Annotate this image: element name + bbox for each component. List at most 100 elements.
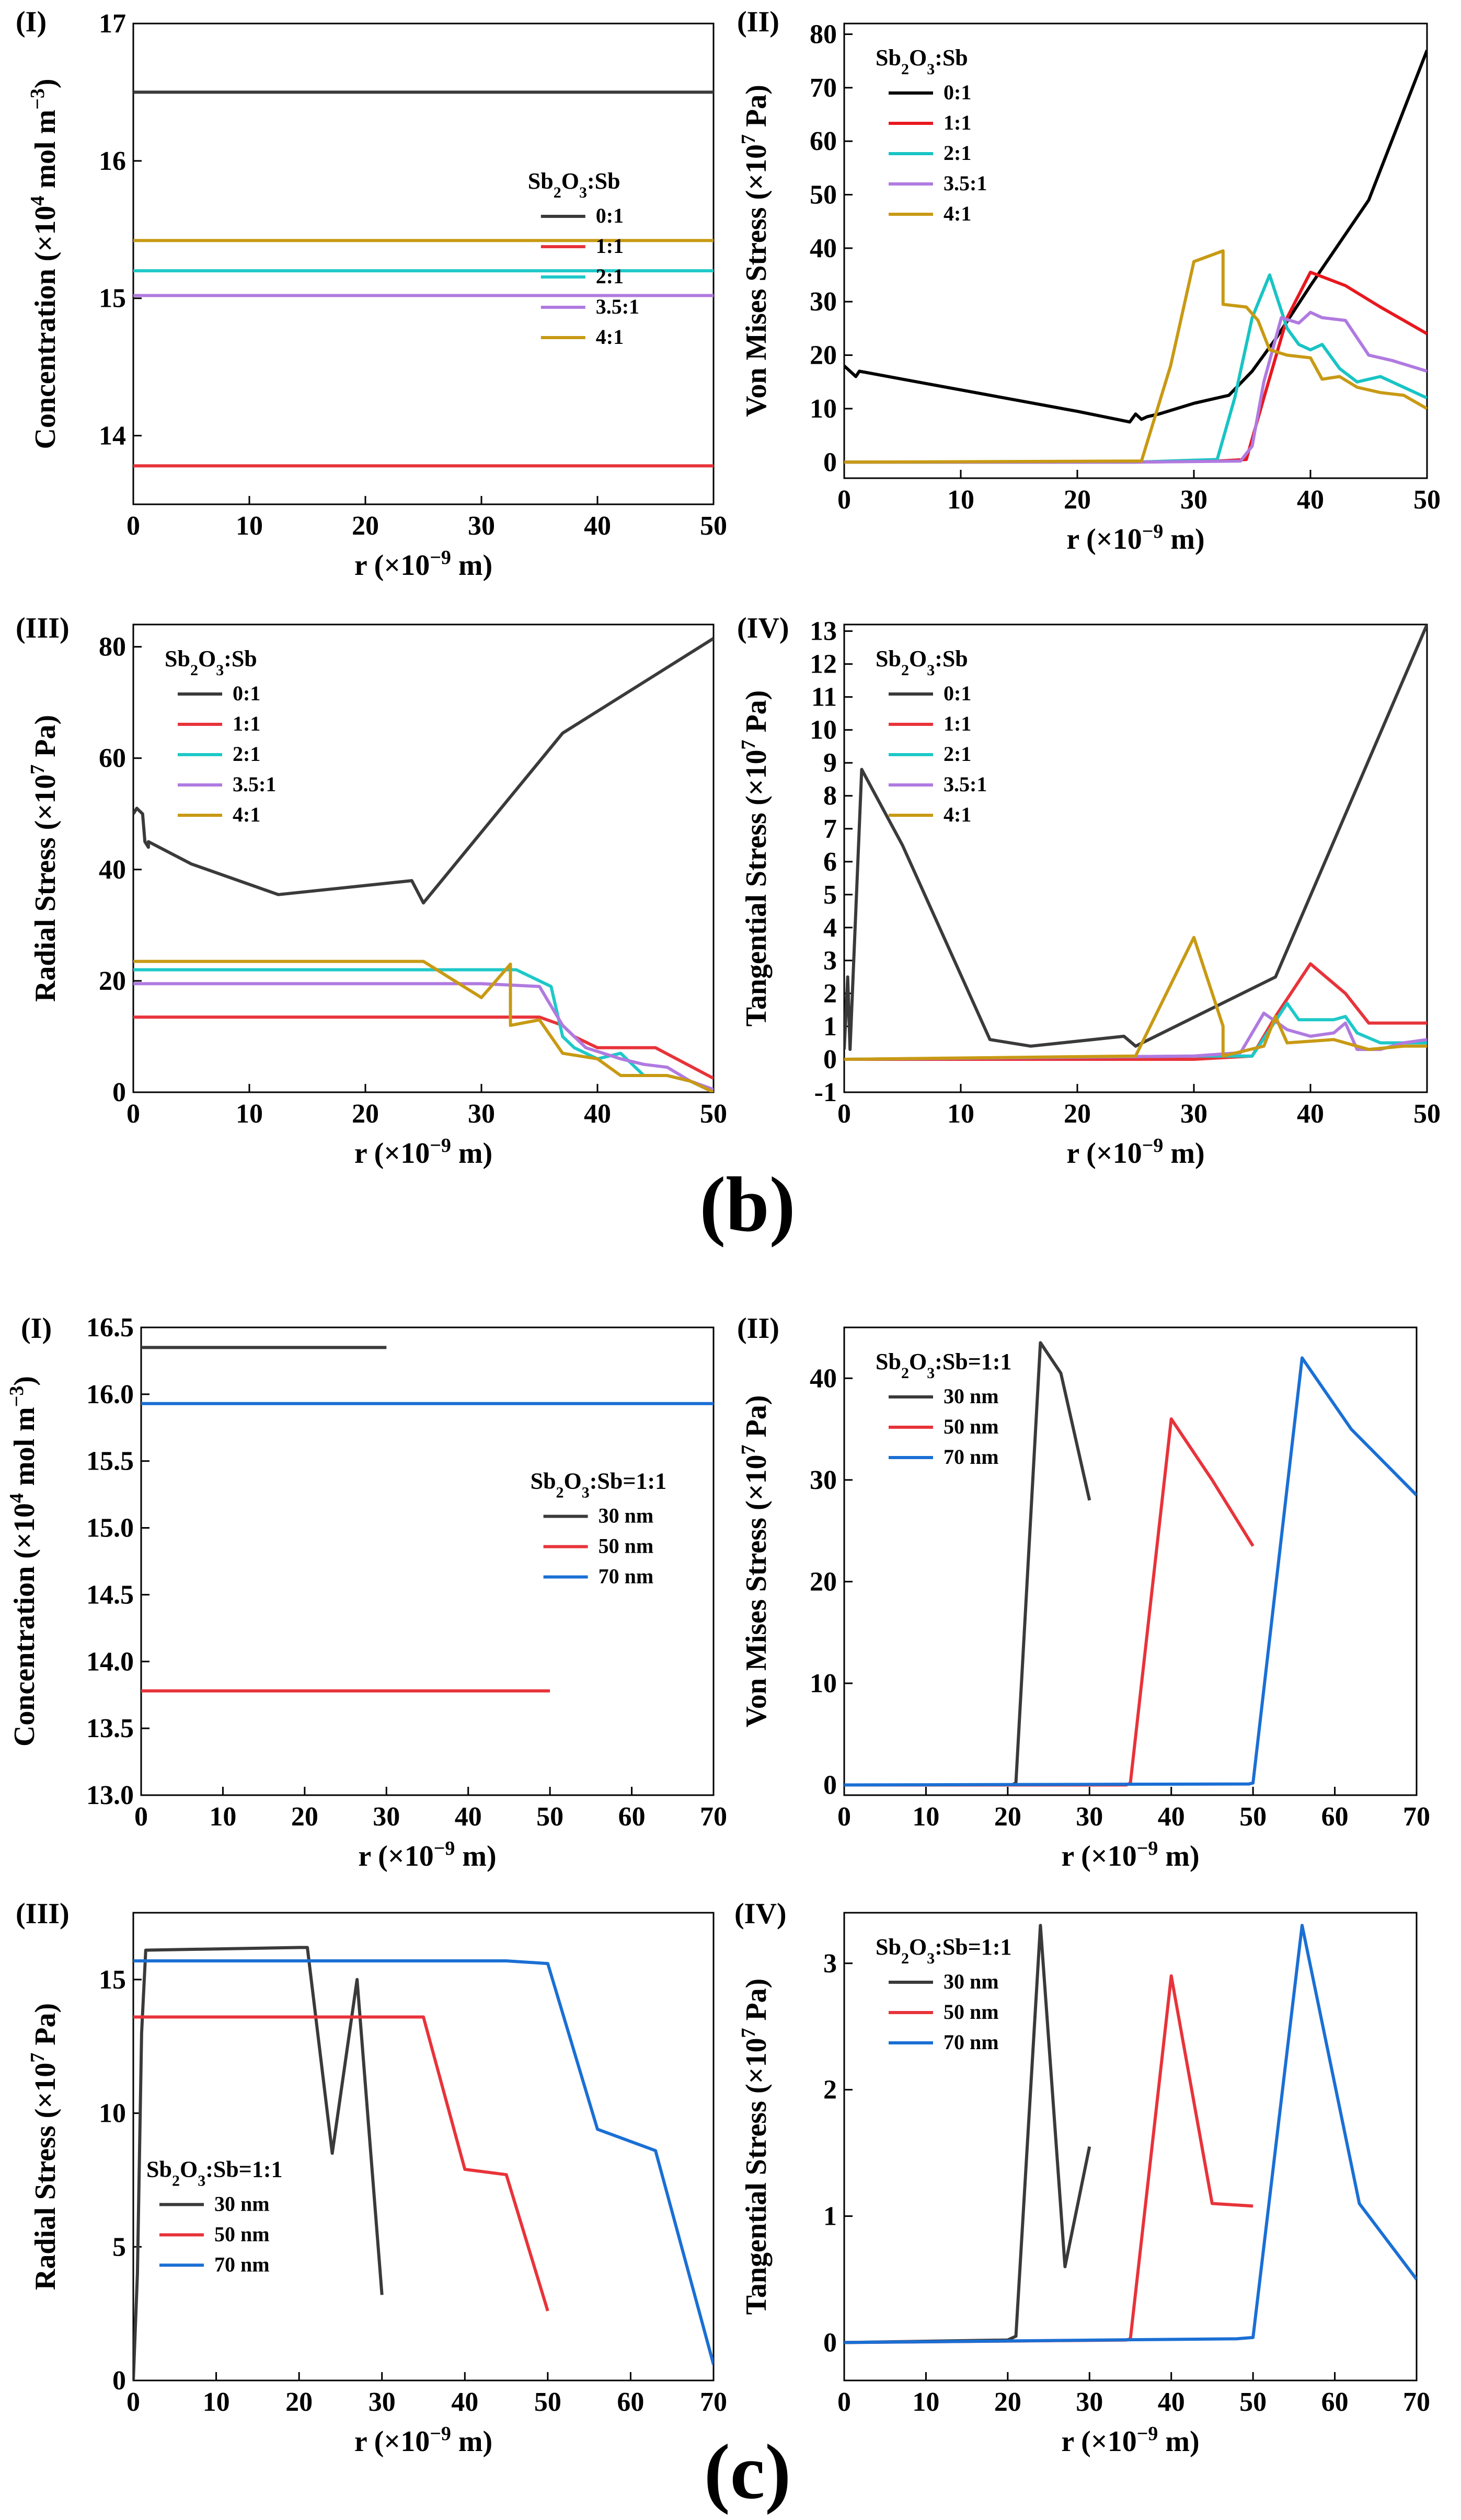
legend-entry: 3.5:1	[944, 772, 987, 796]
y-tick-label: 20	[810, 1567, 837, 1597]
x-tick-label: 30	[1180, 1099, 1207, 1129]
legend-title: Sb2O3:Sb	[528, 168, 620, 201]
x-axis-label: r (×10−9 m)	[354, 1135, 492, 1170]
legend-title: Sb2O3:Sb	[165, 646, 257, 679]
legend-entry: 2:1	[944, 742, 971, 766]
y-tick-label: 4	[823, 913, 837, 943]
y-tick-label: -1	[814, 1078, 837, 1107]
legend-entry: 2:1	[233, 742, 260, 766]
series-line-4-1	[844, 935, 1427, 1061]
x-tick-label: 40	[584, 1099, 611, 1129]
y-tick-label: 40	[99, 855, 126, 885]
y-tick-label: 0	[823, 2328, 837, 2357]
y-tick-label: 15.5	[86, 1447, 134, 1476]
x-tick-label: 60	[1321, 1802, 1349, 1832]
legend-entry: 70 nm	[944, 2030, 999, 2054]
x-axis-label: r (×10−9 m)	[1066, 521, 1204, 556]
y-tick-label: 13.0	[86, 1781, 134, 1810]
x-tick-label: 40	[1158, 2387, 1185, 2417]
series-line-0-1	[844, 50, 1427, 424]
series-line-50-nm	[844, 1417, 1255, 1787]
y-tick-label: 11	[811, 683, 837, 712]
y-tick-label: 16	[99, 146, 126, 176]
y-tick-label: 2	[823, 2075, 837, 2105]
x-tick-label: 50	[700, 511, 727, 541]
panel-label: (II)	[737, 6, 779, 38]
legend-entry: 30 nm	[214, 2192, 270, 2215]
x-tick-label: 30	[1180, 485, 1207, 515]
x-tick-label: 20	[285, 2387, 313, 2417]
x-tick-label: 50	[700, 1099, 727, 1129]
x-tick-label: 50	[1413, 485, 1441, 515]
x-tick-label: 0	[126, 511, 140, 541]
y-axis-label: Concentration (×104 mol m−3)	[6, 1376, 41, 1747]
x-axis-label: r (×10−9 m)	[1061, 2423, 1199, 2458]
x-tick-label: 30	[1076, 2387, 1103, 2417]
legend-entry: 3.5:1	[944, 171, 987, 195]
x-tick-label: 60	[617, 2387, 644, 2417]
series-line-30-nm	[133, 1946, 384, 2380]
x-tick-label: 20	[352, 511, 379, 541]
plot-frame	[843, 22, 1428, 479]
x-tick-label: 0	[126, 2387, 140, 2417]
legend-entry: 70 nm	[944, 1445, 999, 1469]
legend-entry: 0:1	[233, 681, 260, 705]
x-tick-label: 20	[1064, 485, 1091, 515]
x-tick-label: 40	[1297, 1099, 1324, 1129]
x-tick-label: 40	[451, 2387, 478, 2417]
x-tick-label: 40	[1158, 1802, 1185, 1832]
x-tick-label: 10	[912, 2387, 939, 2417]
series-line-4-1	[133, 960, 714, 1092]
y-tick-label: 20	[810, 341, 837, 371]
chart-b2: (II) 0 10 20 30 40 50 0 10 20 30 40 50 60 70 80 r (×10−9…	[737, 6, 1441, 556]
x-axis-label: r (×10−9 m)	[1066, 1135, 1204, 1170]
x-tick-label: 0	[837, 2387, 851, 2417]
panel-label: (II)	[737, 1312, 779, 1345]
plot-frame	[843, 623, 1428, 1093]
legend-entry: 4:1	[944, 803, 971, 826]
legend-entry: 50 nm	[944, 2000, 999, 2024]
legend-entry: 0:1	[596, 204, 624, 227]
y-tick-label: 10	[99, 2099, 126, 2129]
x-tick-label: 70	[700, 2387, 727, 2417]
legend-entry: 70 nm	[214, 2252, 270, 2276]
y-tick-label: 10	[810, 394, 837, 424]
legend-entry: 50 nm	[214, 2222, 270, 2246]
x-tick-label: 0	[134, 1802, 148, 1832]
y-tick-label: 6	[823, 847, 837, 877]
x-tick-label: 50	[534, 2387, 561, 2417]
y-tick-label: 13	[810, 617, 837, 646]
y-tick-label: 30	[810, 1465, 837, 1495]
series-line-4-1	[844, 249, 1427, 464]
x-axis-label: r (×10−9 m)	[354, 2423, 492, 2458]
y-tick-label: 0	[112, 2366, 126, 2396]
y-tick-label: 15	[99, 284, 126, 314]
y-tick-label: 0	[112, 1078, 126, 1107]
series-line-1-1	[844, 962, 1427, 1061]
y-tick-label: 3	[823, 1949, 837, 1979]
y-tick-label: 60	[99, 744, 126, 773]
x-tick-label: 50	[1413, 1099, 1441, 1129]
legend-title: Sb2O3:Sb=1:1	[146, 2156, 283, 2189]
y-tick-label: 10	[810, 715, 837, 745]
plot-frame	[132, 623, 715, 1093]
x-axis-label: r (×10−9 m)	[354, 547, 492, 582]
y-tick-label: 12	[810, 650, 837, 679]
series-line-30-nm	[844, 1341, 1091, 1787]
legend-title: Sb2O3:Sb	[876, 646, 968, 679]
legend-entry: 4:1	[944, 202, 971, 225]
y-tick-label: 60	[810, 126, 837, 156]
y-tick-label: 1	[823, 1012, 837, 1042]
legend-entry: 3.5:1	[233, 772, 276, 796]
y-tick-label: 5	[112, 2232, 126, 2262]
legend-title: Sb2O3:Sb=1:1	[876, 1349, 1012, 1382]
x-tick-label: 50	[1239, 2387, 1267, 2417]
series-line-1-1	[133, 1015, 714, 1080]
x-tick-label: 10	[236, 1099, 263, 1129]
y-tick-label: 40	[810, 234, 837, 263]
x-tick-label: 20	[352, 1099, 379, 1129]
panel-label: (IV)	[737, 612, 789, 644]
chart-c2: (II) 0 10 20 30 40 50 60 70 0 10 20 30 40 r (×10−9 m) V…	[737, 1312, 1430, 1872]
